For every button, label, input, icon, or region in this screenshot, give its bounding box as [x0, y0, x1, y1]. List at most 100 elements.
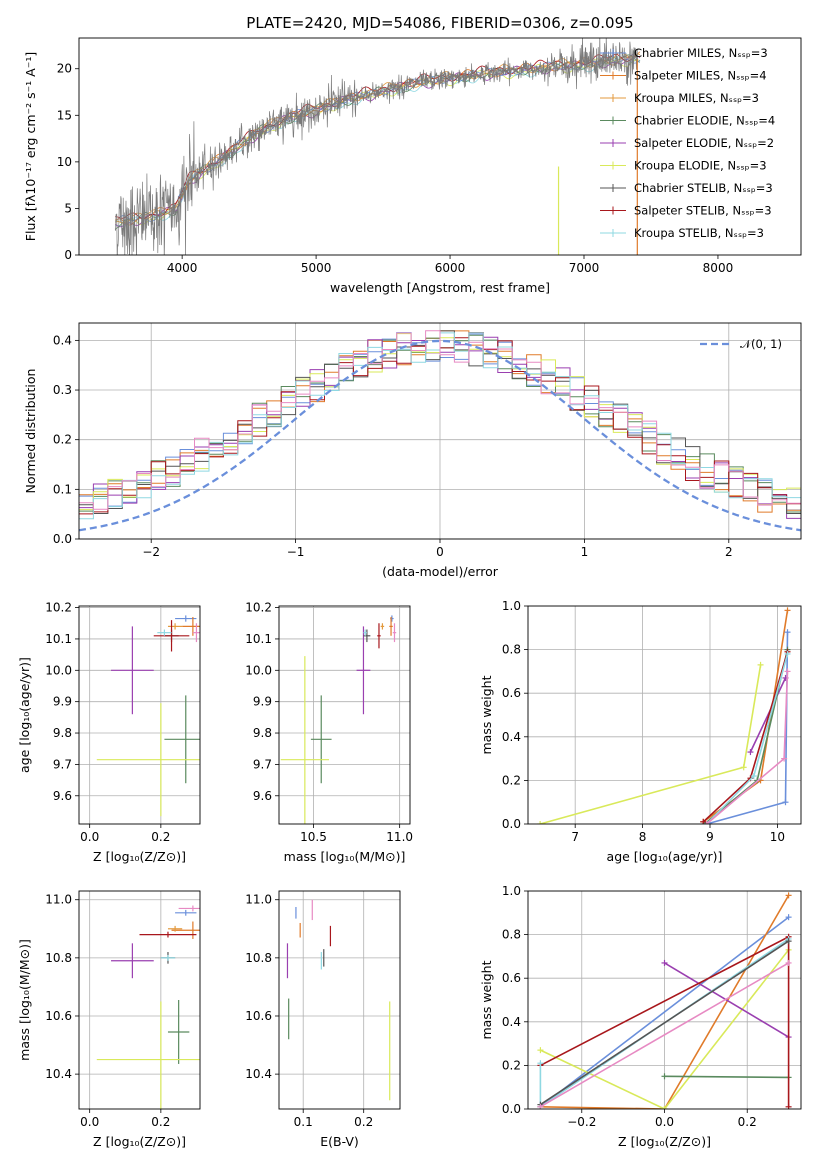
weight-line — [749, 677, 787, 753]
age-vs-Z-ytick-label: 10.2 — [45, 601, 72, 615]
residual-histogram-xtick-label: −1 — [287, 545, 305, 559]
mass-weight-vs-Z-ytick-label: 1.0 — [502, 884, 521, 898]
mass-weight-vs-age-plot-area — [528, 606, 801, 824]
mass-weight-vs-age-ytick-label: 0.4 — [502, 730, 521, 744]
spectrum-xtick-label: 4000 — [167, 261, 198, 275]
age-vs-Z-xtick-label: 0.0 — [80, 830, 99, 844]
mass-vs-Z-ylabel: mass [log₁₀(M/M⊙)] — [17, 939, 32, 1061]
mass-weight-vs-Z-ytick-label: 0.6 — [502, 971, 521, 985]
mass-weight-vs-Z-ytick-label: 0.2 — [502, 1058, 521, 1072]
mass-vs-EBV-ytick-label: 10.8 — [245, 951, 272, 965]
mass-vs-Z-ytick-label: 11.0 — [45, 893, 72, 907]
weight-line — [664, 1075, 789, 1079]
residual-histogram-xtick-label: 1 — [581, 545, 589, 559]
age-vs-mass-ytick-label: 9.8 — [253, 726, 272, 740]
age-vs-Z-ytick-label: 9.8 — [53, 726, 72, 740]
mass-weight-vs-age-ytick-label: 0.8 — [502, 643, 521, 657]
age-vs-Z-ytick-label: 9.7 — [53, 757, 72, 771]
age-vs-mass-ytick-label: 9.7 — [253, 757, 272, 771]
residual-histogram-xtick-label: 2 — [725, 545, 733, 559]
mass-weight-vs-Z-ytick-label: 0.0 — [502, 1102, 521, 1116]
weight-line — [706, 653, 789, 824]
mass-weight-vs-age-ylabel: mass weight — [479, 675, 494, 754]
age-vs-mass-ytick-label: 10.1 — [245, 632, 272, 646]
mass-vs-Z-xlabel: Z [log₁₀(Z/Z⊙)] — [93, 1134, 186, 1149]
age-vs-mass-xtick-label: 11.0 — [386, 830, 413, 844]
mass-vs-EBV-ytick-label: 10.4 — [245, 1067, 272, 1081]
residual-histogram-xtick-label: −2 — [142, 545, 160, 559]
age-vs-Z-xlabel: Z [log₁₀(Z/Z⊙)] — [93, 849, 186, 864]
legend-entry: Kroupa STELIB, Nₛₛₚ=3 — [634, 226, 764, 240]
mass-weight-vs-age-xtick-label: 8 — [639, 830, 647, 844]
weight-line — [540, 949, 790, 1109]
mass-vs-Z-frame — [78, 890, 201, 1110]
legend-entry: Salpeter MILES, Nₛₛₚ=4 — [634, 69, 767, 83]
residual-histogram-xtick-label: 0 — [436, 545, 444, 559]
legend-entry: Kroupa ELODIE, Nₛₛₚ=3 — [634, 159, 767, 173]
spectrum-ytick-label: 0 — [64, 248, 72, 262]
spectrum-xtick-label: 6000 — [435, 261, 466, 275]
spectrum-ytick-label: 5 — [64, 201, 72, 215]
mass-weight-vs-Z-plot-area — [528, 891, 801, 1109]
spectrum-ytick-label: 20 — [57, 62, 72, 76]
figure-title: PLATE=2420, MJD=54086, FIBERID=0306, z=0… — [246, 14, 633, 32]
mass-weight-vs-Z-ytick-label: 0.8 — [502, 928, 521, 942]
age-vs-Z-ytick-label: 10.1 — [45, 632, 72, 646]
age-vs-mass-ytick-label: 10.0 — [245, 663, 272, 677]
legend-entry: Chabrier ELODIE, Nₛₛₚ=4 — [634, 114, 775, 128]
mass-vs-Z-ytick-label: 10.6 — [45, 1009, 72, 1023]
residual-histogram-frame — [78, 322, 802, 540]
age-vs-Z-ytick-label: 9.9 — [53, 695, 72, 709]
mass-weight-vs-age-ytick-label: 0.6 — [502, 686, 521, 700]
legend-entry: Chabrier STELIB, Nₛₛₚ=3 — [634, 181, 773, 195]
legend-entry: Kroupa MILES, Nₛₛₚ=3 — [634, 91, 759, 105]
spectrum-xtick-label: 5000 — [301, 261, 332, 275]
mass-vs-Z-xtick-label: 0.2 — [151, 1115, 170, 1129]
age-vs-mass-frame — [278, 605, 411, 825]
mass-weight-vs-Z-ytick-label: 0.4 — [502, 1015, 521, 1029]
residual-histogram-ytick-label: 0.0 — [53, 532, 72, 546]
legend-entry: Salpeter STELIB, Nₛₛₚ=3 — [634, 204, 772, 218]
mass-vs-EBV-xtick-label: 0.2 — [354, 1115, 373, 1129]
spectrum-xtick-label: 7000 — [569, 261, 600, 275]
residual-histogram-ytick-label: 0.3 — [53, 383, 72, 397]
mass-weight-vs-age-xtick-label: 7 — [571, 830, 579, 844]
spectrum-ytick-label: 10 — [57, 155, 72, 169]
age-vs-Z-xtick-label: 0.2 — [151, 830, 170, 844]
mass-vs-EBV-ytick-label: 11.0 — [245, 893, 272, 907]
mass-vs-EBV-plot-area — [279, 891, 400, 1109]
age-vs-mass-ytick-label: 9.9 — [253, 695, 272, 709]
mass-weight-vs-Z-xtick-label: 0.0 — [655, 1115, 674, 1129]
mass-vs-Z-ytick-label: 10.8 — [45, 951, 72, 965]
spectrum-ylabel: Flux [fλ10⁻¹⁷ erg cm⁻² s⁻¹ A⁻¹] — [23, 52, 38, 241]
mass-vs-Z-ytick-label: 10.4 — [45, 1067, 72, 1081]
spectrum-xlabel: wavelength [Angstrom, rest frame] — [330, 280, 550, 295]
mass-weight-vs-age-ytick-label: 0.0 — [502, 817, 521, 831]
age-vs-mass-xlabel: mass [log₁₀(M/M⊙)] — [284, 849, 406, 864]
mass-vs-EBV-frame — [278, 890, 401, 1110]
spectrum-observed-line — [114, 38, 638, 255]
spectrum-ytick-label: 15 — [57, 108, 72, 122]
legend-gaussian-label: 𝒩(0, 1) — [740, 337, 782, 351]
mass-weight-vs-Z-ylabel: mass weight — [479, 960, 494, 1039]
mass-weight-vs-Z-xlabel: Z [log₁₀(Z/Z⊙)] — [618, 1134, 711, 1149]
mass-vs-Z-plot-area — [79, 891, 200, 1109]
mass-weight-vs-age-xtick-label: 10 — [770, 830, 785, 844]
mass-weight-vs-age-xlabel: age [log₁₀(age/yr)] — [607, 849, 723, 864]
residual-histogram-ytick-label: 0.2 — [53, 433, 72, 447]
mass-weight-vs-age-xtick-label: 9 — [706, 830, 714, 844]
legend-entry: Chabrier MILES, Nₛₛₚ=3 — [634, 46, 768, 60]
mass-weight-vs-Z-frame — [527, 890, 802, 1110]
age-vs-mass-plot-area — [279, 606, 410, 824]
mass-weight-vs-Z-xtick-label: 0.2 — [738, 1115, 757, 1129]
mass-weight-vs-age-ytick-label: 1.0 — [502, 599, 521, 613]
gaussian-curve — [79, 339, 801, 532]
weight-line — [539, 940, 790, 1106]
mass-weight-vs-Z-xtick-label: −0.2 — [567, 1115, 596, 1129]
residual-histogram-plot-area — [79, 323, 801, 539]
mass-vs-Z-xtick-label: 0.0 — [80, 1115, 99, 1129]
legend-entry: Salpeter ELODIE, Nₛₛₚ=2 — [634, 136, 774, 150]
spectrum-xtick-label: 8000 — [703, 261, 734, 275]
age-vs-Z-ytick-label: 10.0 — [45, 663, 72, 677]
